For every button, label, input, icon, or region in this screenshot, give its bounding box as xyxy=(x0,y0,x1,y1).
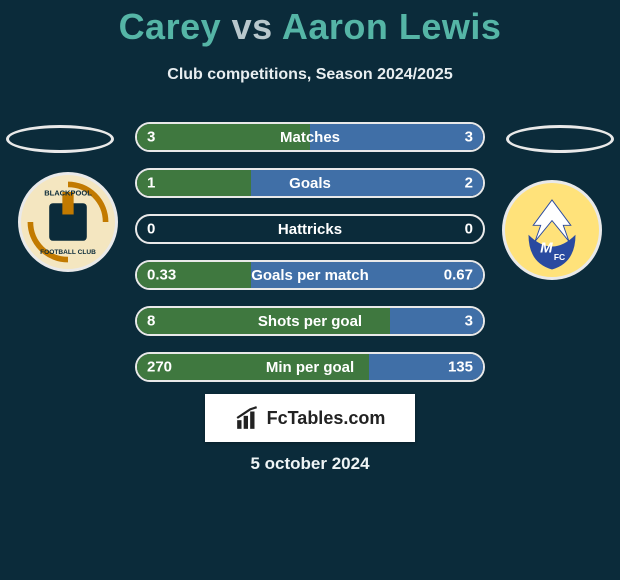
stat-label: Goals xyxy=(137,175,483,192)
decor-ellipse-left xyxy=(6,125,114,153)
crest-left-line2: FOOTBALL CLUB xyxy=(40,249,96,256)
stat-row: 33Matches xyxy=(135,122,485,152)
crest-right-line1: M xyxy=(540,240,553,257)
stat-row: 12Goals xyxy=(135,168,485,198)
decor-ellipse-right xyxy=(506,125,614,153)
crest-right-graphic: M FC xyxy=(505,183,599,277)
stat-label: Hattricks xyxy=(137,221,483,238)
vs-text: vs xyxy=(232,6,273,47)
stat-row: 83Shots per goal xyxy=(135,306,485,336)
comparison-title: Carey vs Aaron Lewis xyxy=(0,0,620,48)
stat-row: 0.330.67Goals per match xyxy=(135,260,485,290)
brand-icon xyxy=(235,405,261,431)
stat-label: Shots per goal xyxy=(137,313,483,330)
player1-name: Carey xyxy=(119,6,222,47)
brand-box: FcTables.com xyxy=(205,394,415,442)
stat-label: Min per goal xyxy=(137,359,483,376)
stat-label: Goals per match xyxy=(137,267,483,284)
stat-row: 00Hattricks xyxy=(135,214,485,244)
stat-label: Matches xyxy=(137,129,483,146)
brand-text: FcTables.com xyxy=(267,408,386,429)
player2-name: Aaron Lewis xyxy=(282,6,502,47)
crest-left-line1: BLACKPOOL xyxy=(44,189,92,198)
stats-table: 33Matches 12Goals 00Hattricks 0.330.67Goals… xyxy=(135,122,485,398)
crest-left-graphic: BLACKPOOL FOOTBALL CLUB xyxy=(21,175,115,269)
subtitle: Club competitions, Season 2024/2025 xyxy=(0,66,620,84)
stat-row: 270135Min per goal xyxy=(135,352,485,382)
date-text: 5 october 2024 xyxy=(0,454,620,474)
crest-right-line2: FC xyxy=(554,252,565,262)
club-crest-left: BLACKPOOL FOOTBALL CLUB xyxy=(18,172,118,272)
club-crest-right: M FC xyxy=(502,180,602,280)
